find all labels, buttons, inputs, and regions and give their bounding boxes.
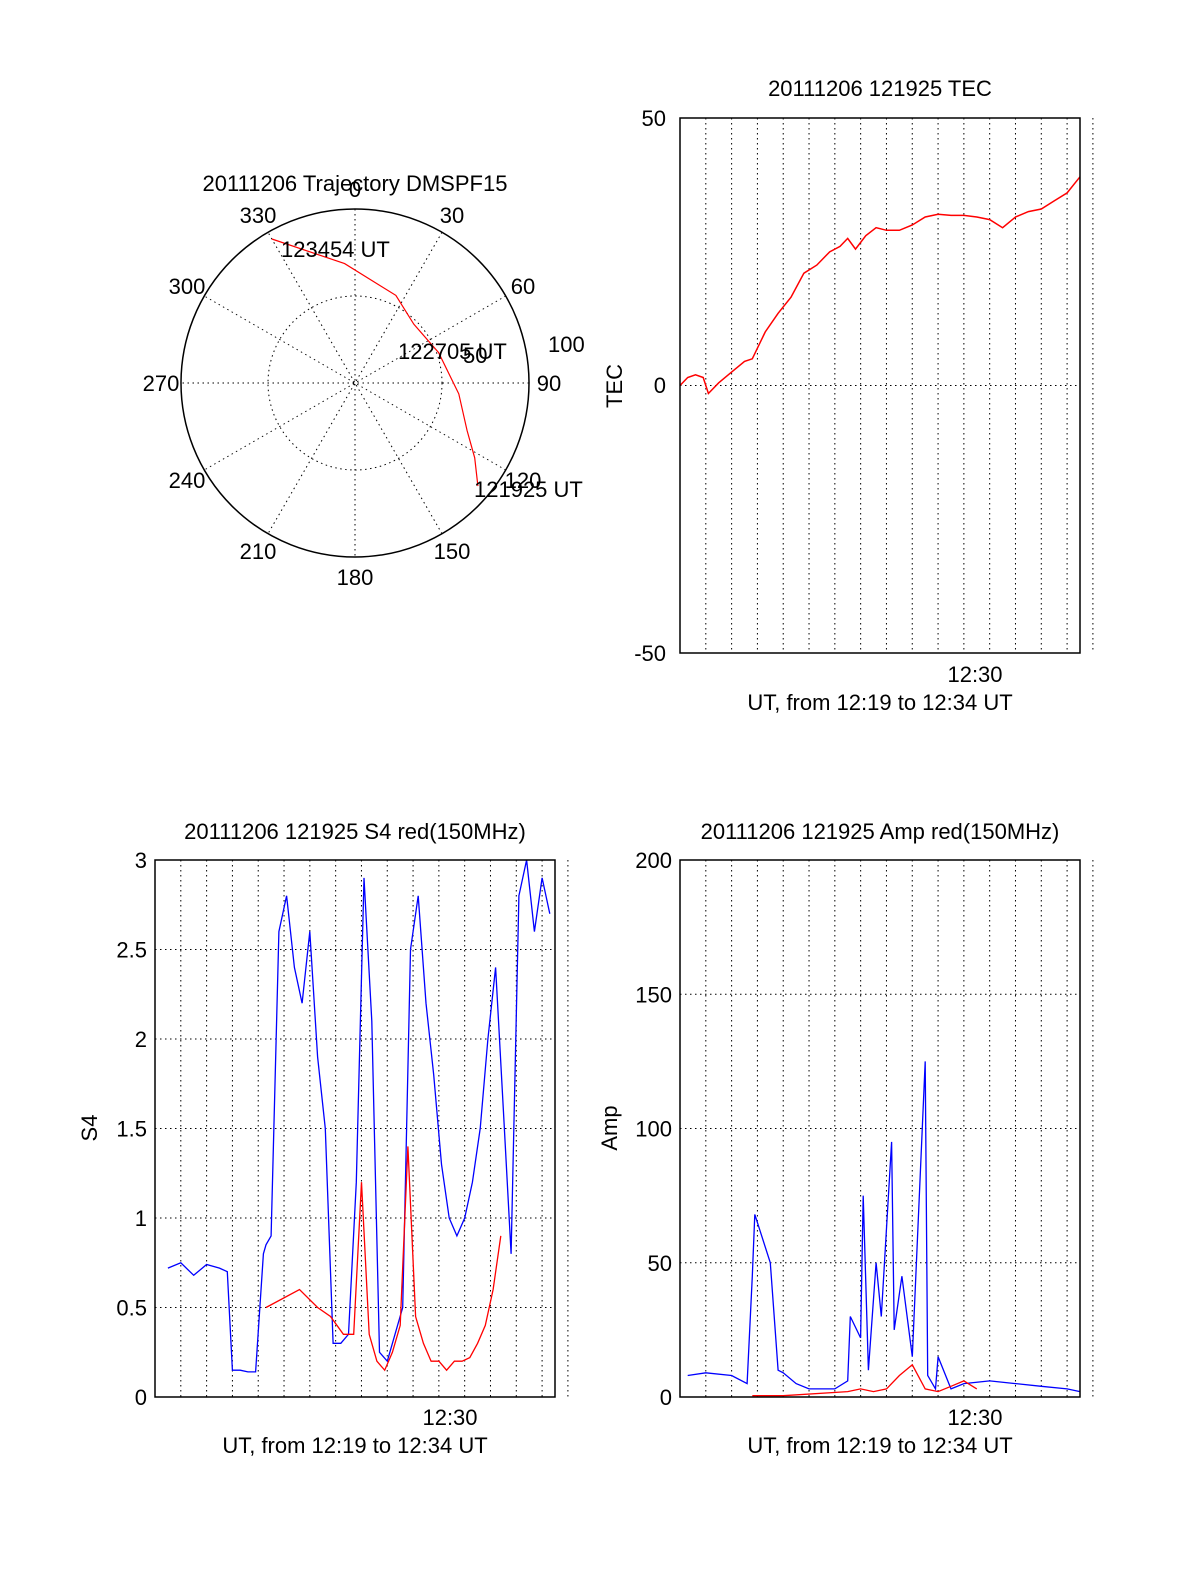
tec-ytick-0: 0 bbox=[654, 373, 666, 398]
amp-blue-series-line bbox=[687, 1061, 1081, 1393]
amp-ytick-label: 0 bbox=[660, 1385, 672, 1410]
tec-ylabel: TEC bbox=[602, 364, 627, 408]
tec-ytick-minus50: -50 bbox=[634, 641, 666, 666]
amp-xlabel: UT, from 12:19 to 12:34 UT bbox=[747, 1433, 1012, 1458]
amp-title: 20111206 121925 Amp red(150MHz) bbox=[701, 819, 1060, 844]
polar-angle-label-120: 120 bbox=[505, 468, 542, 493]
amp-xtick-1230: 12:30 bbox=[947, 1405, 1002, 1430]
amp-grid bbox=[680, 859, 1094, 1398]
s4-frame bbox=[154, 859, 556, 1398]
s4-ytick-label: 2.5 bbox=[116, 938, 147, 963]
s4-blue-series-line bbox=[167, 859, 551, 1373]
polar-angle-label-90: 90 bbox=[537, 371, 561, 396]
s4-red-series-line bbox=[265, 1146, 502, 1372]
s4-panel: 20111206 121925 S4 red(150MHz) 0 0.5 1 1.5 2… bbox=[77, 819, 569, 1458]
s4-ytick-label: 0.5 bbox=[116, 1296, 147, 1321]
s4-ytick-label: 2 bbox=[135, 1027, 147, 1052]
polar-angle-label-270: 270 bbox=[143, 371, 180, 396]
polar-spokes bbox=[181, 209, 529, 557]
polar-angle-label-30: 30 bbox=[440, 203, 464, 228]
polar-radial-tick-50: 50 bbox=[463, 343, 487, 368]
polar-title: 20111206 Trajectory DMSPF15 bbox=[203, 171, 508, 196]
polar-angle-label-0: 0 bbox=[349, 177, 361, 202]
s4-ytick-label: 1.5 bbox=[116, 1117, 147, 1142]
s4-ytick-labels: 0 0.5 1 1.5 2 2.5 3 bbox=[116, 848, 147, 1410]
amp-ytick-label: 150 bbox=[635, 982, 672, 1007]
amp-ytick-label: 50 bbox=[648, 1251, 672, 1276]
polar-inner-ring bbox=[267, 295, 443, 471]
s4-grid bbox=[155, 859, 569, 1398]
polar-spoke-30 bbox=[267, 232, 443, 534]
trajectory-start-label: 121925 UT bbox=[474, 477, 583, 502]
amp-ytick-labels: 0 50 100 150 200 bbox=[635, 848, 672, 1410]
polar-angle-label-240: 240 bbox=[169, 468, 206, 493]
polar-trajectory-panel: 20111206 Trajectory DMSPF15 0 30 60 90 120 15… bbox=[143, 171, 585, 590]
s4-ytick-label: 3 bbox=[135, 848, 147, 873]
s4-ytick-label: 1 bbox=[135, 1206, 147, 1231]
tec-xtick-1230: 12:30 bbox=[947, 662, 1002, 687]
s4-ylabel: S4 bbox=[77, 1115, 102, 1142]
amp-frame bbox=[679, 859, 1081, 1398]
s4-xlabel: UT, from 12:19 to 12:34 UT bbox=[222, 1433, 487, 1458]
amp-ytick-label: 200 bbox=[635, 848, 672, 873]
tec-xlabel: UT, from 12:19 to 12:34 UT bbox=[747, 690, 1012, 715]
polar-angle-label-330: 330 bbox=[240, 203, 277, 228]
polar-angle-label-300: 300 bbox=[169, 274, 206, 299]
polar-radial-tick-100: 100 bbox=[548, 332, 585, 357]
polar-angle-label-150: 150 bbox=[434, 539, 471, 564]
tec-frame bbox=[679, 117, 1081, 654]
tec-series-line bbox=[679, 176, 1081, 395]
tec-title: 20111206 121925 TEC bbox=[768, 76, 992, 101]
polar-angle-label-210: 210 bbox=[240, 539, 277, 564]
amp-red-series-line bbox=[752, 1363, 978, 1397]
polar-angle-label-180: 180 bbox=[337, 565, 374, 590]
s4-title: 20111206 121925 S4 red(150MHz) bbox=[184, 819, 526, 844]
trajectory-end-label: 123454 UT bbox=[281, 237, 390, 262]
polar-angle-label-60: 60 bbox=[511, 274, 535, 299]
amp-panel: 20111206 121925 Amp red(150MHz) 0 50 100 15… bbox=[597, 819, 1094, 1458]
trajectory-line bbox=[271, 238, 479, 487]
s4-xtick-1230: 12:30 bbox=[422, 1405, 477, 1430]
tec-grid bbox=[680, 117, 1094, 654]
amp-ytick-label: 100 bbox=[635, 1117, 672, 1142]
tec-ytick-50: 50 bbox=[642, 106, 666, 131]
s4-ytick-label: 0 bbox=[135, 1385, 147, 1410]
amp-ylabel: Amp bbox=[597, 1105, 622, 1150]
trajectory-mid-label: 122705 UT bbox=[398, 339, 507, 364]
tec-panel: 20111206 121925 TEC 50 0 -50 TEC 12:30 U… bbox=[602, 76, 1094, 715]
polar-angle-labels: 0 30 60 90 120 150 180 210 240 270 300 330 bbox=[143, 177, 562, 590]
polar-spoke-150 bbox=[267, 232, 443, 534]
